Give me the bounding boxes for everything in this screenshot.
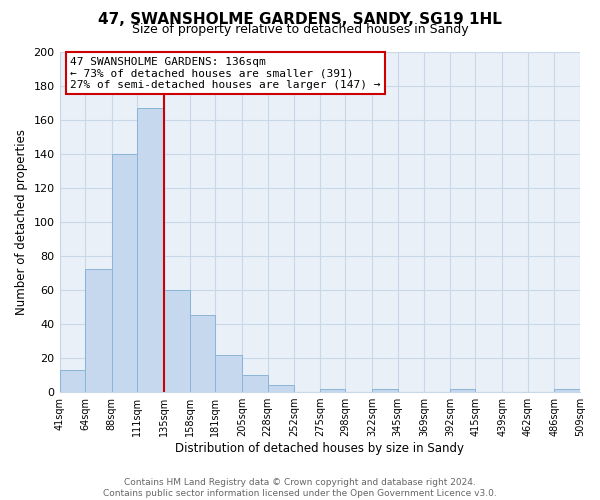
Text: Size of property relative to detached houses in Sandy: Size of property relative to detached ho…	[131, 22, 469, 36]
Bar	[268, 386, 294, 392]
Bar	[215, 354, 242, 392]
Bar	[372, 388, 398, 392]
Bar	[190, 316, 215, 392]
Y-axis label: Number of detached properties: Number of detached properties	[15, 129, 28, 315]
Bar	[320, 388, 346, 392]
Text: Contains HM Land Registry data © Crown copyright and database right 2024.
Contai: Contains HM Land Registry data © Crown c…	[103, 478, 497, 498]
Bar	[164, 290, 190, 392]
Bar	[137, 108, 164, 392]
X-axis label: Distribution of detached houses by size in Sandy: Distribution of detached houses by size …	[175, 442, 464, 455]
Text: 47, SWANSHOLME GARDENS, SANDY, SG19 1HL: 47, SWANSHOLME GARDENS, SANDY, SG19 1HL	[98, 12, 502, 28]
Bar	[85, 270, 112, 392]
Bar	[554, 388, 580, 392]
Bar	[450, 388, 475, 392]
Bar	[59, 370, 85, 392]
Text: 47 SWANSHOLME GARDENS: 136sqm
← 73% of detached houses are smaller (391)
27% of : 47 SWANSHOLME GARDENS: 136sqm ← 73% of d…	[70, 56, 380, 90]
Bar	[242, 375, 268, 392]
Bar	[112, 154, 137, 392]
